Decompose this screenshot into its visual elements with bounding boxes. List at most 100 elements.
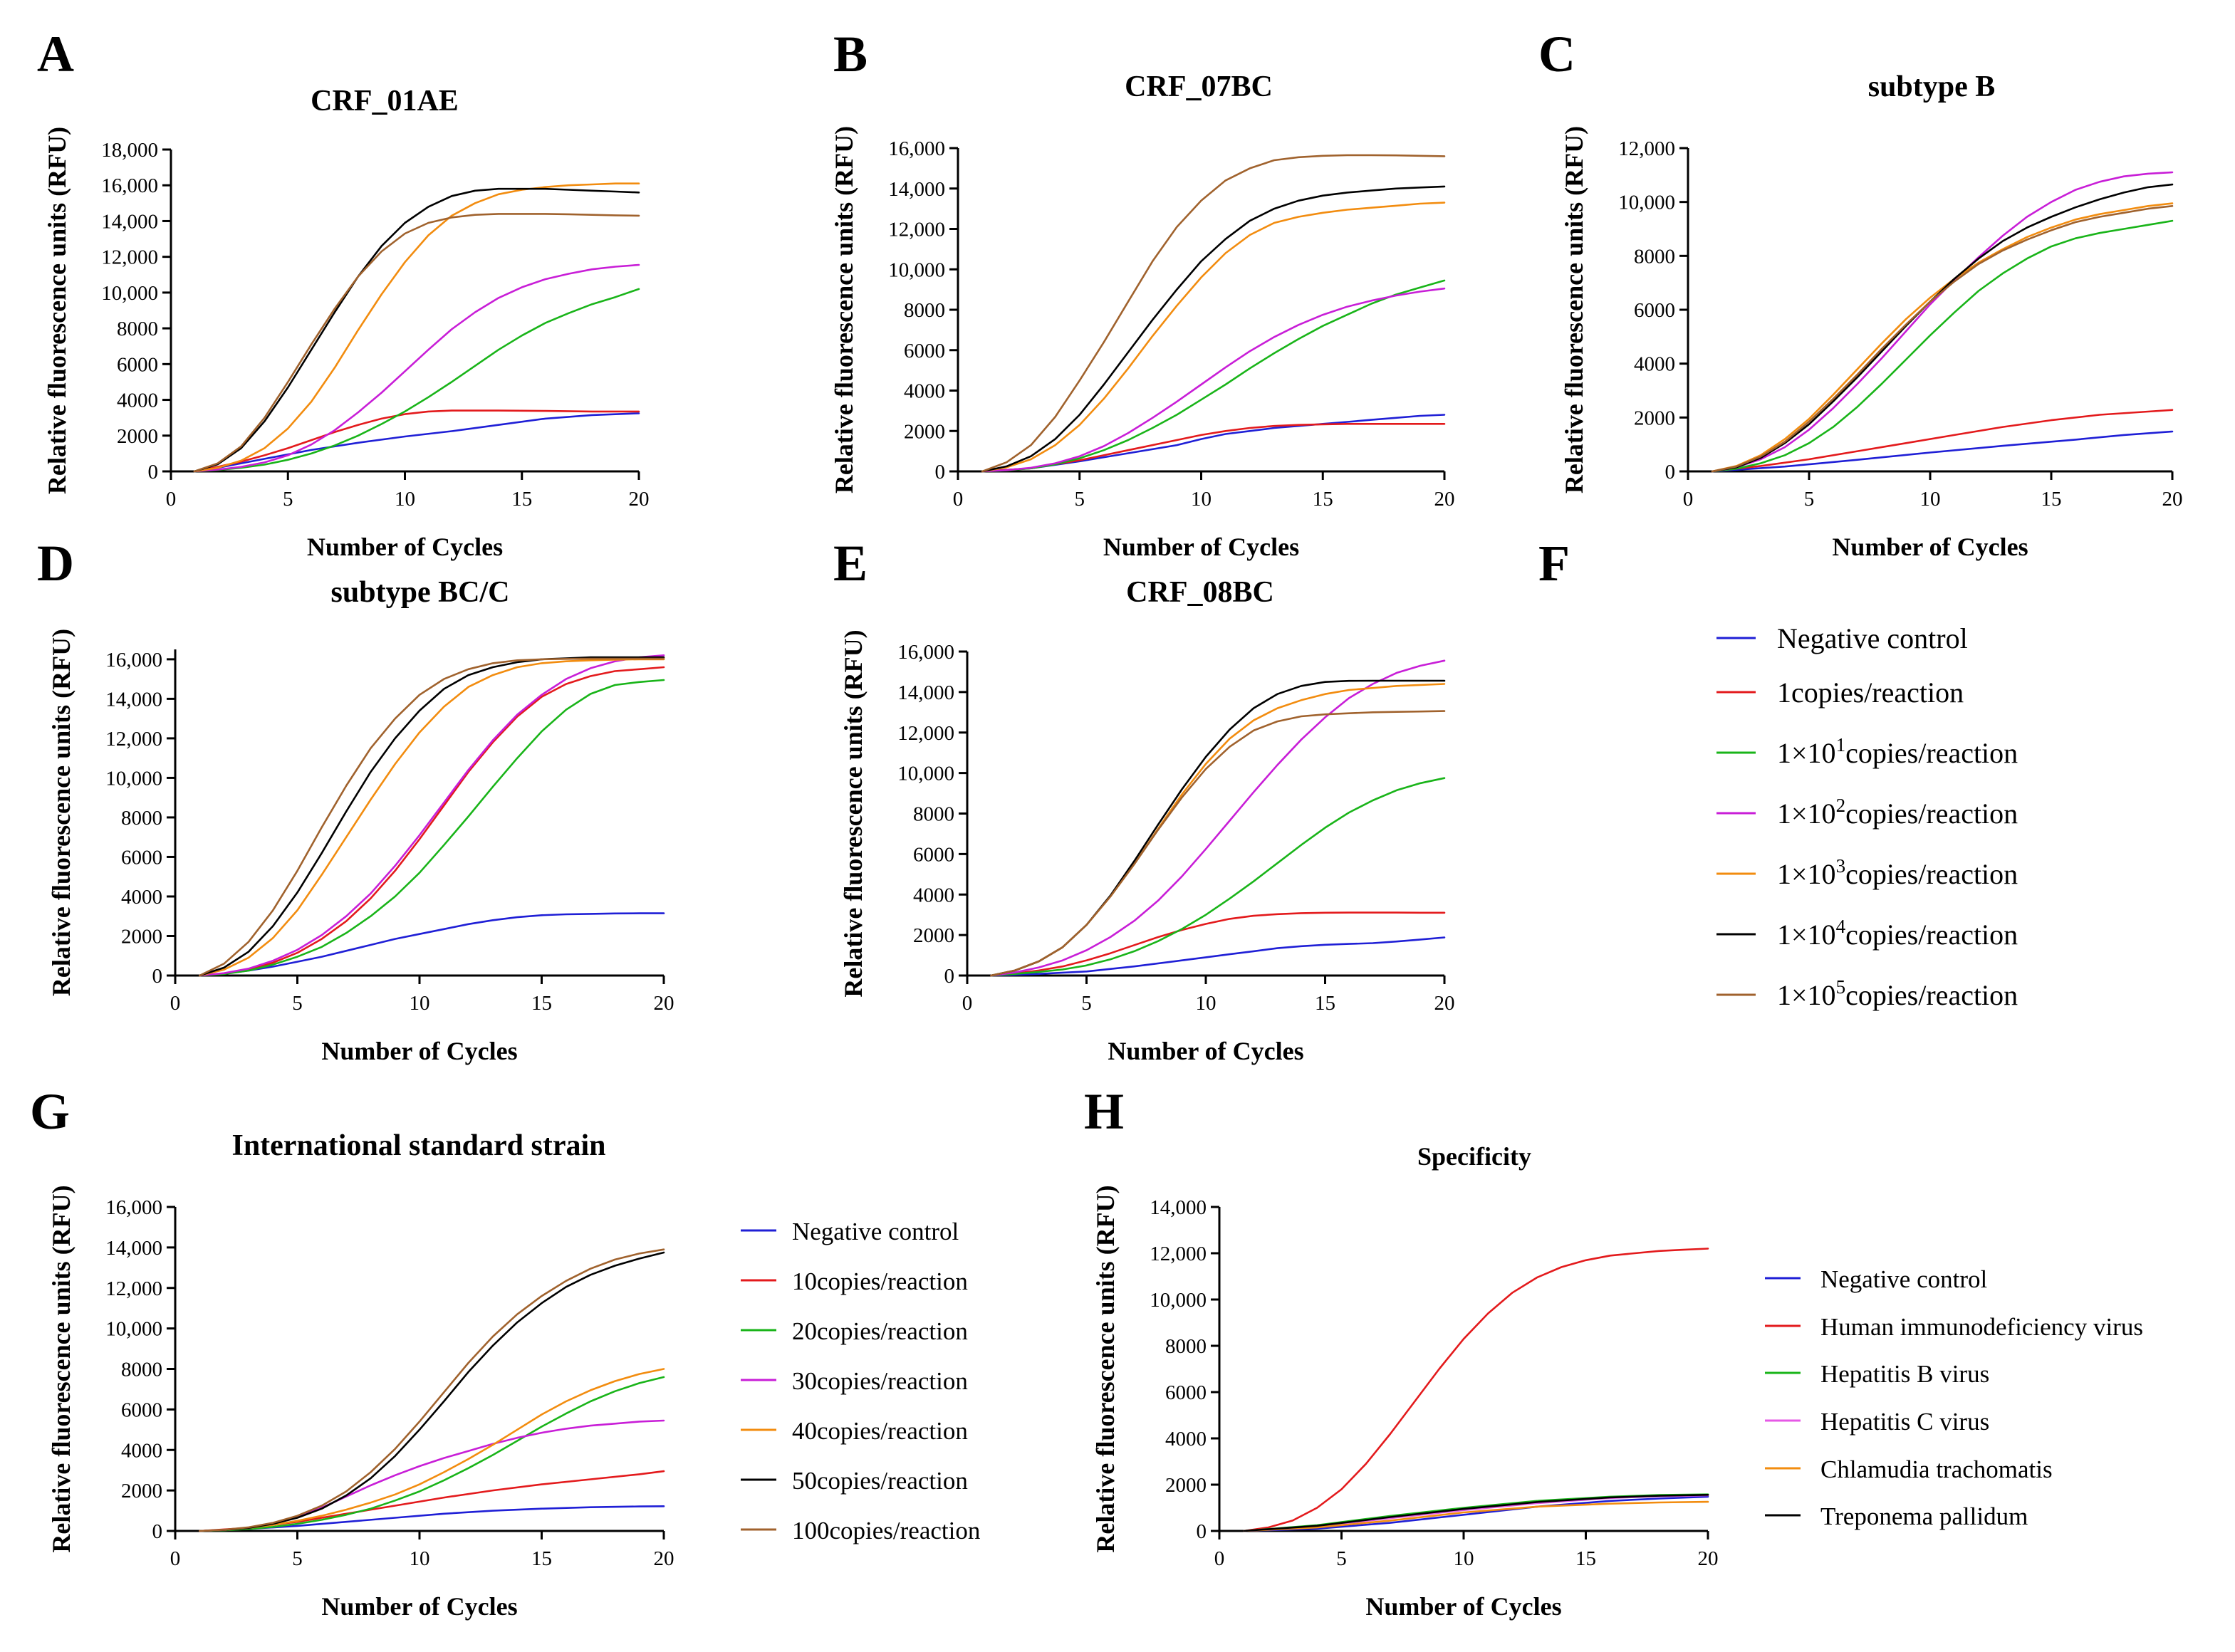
panel-letter-g: G <box>30 1083 70 1140</box>
panel-h-title: Specificity <box>1417 1142 1531 1171</box>
legend-h-label-3: Hepatitis B virus <box>1820 1360 1989 1388</box>
panel-d-series-1 <box>198 912 665 977</box>
panel-letter-f: F <box>1538 535 1570 592</box>
legend-f-label-2: 1copies/reaction <box>1777 676 1964 709</box>
panel-a-x-axis-label: Number of Cycles <box>307 533 503 561</box>
panel-letter-e: E <box>833 535 868 592</box>
panel-e-x-tick-label: 10 <box>1196 992 1217 1015</box>
panel-e-y-tick-label: 12,000 <box>897 722 954 745</box>
panel-c-y-tick-label: 8000 <box>1634 245 1675 268</box>
panel-e-plot: 0 5 10 15 20 0 2000 4000 6000 8000 10,000 12,000 14,… <box>839 629 1455 1065</box>
panel-a-y-tick-label: 2000 <box>117 425 158 448</box>
panel-e-series-4 <box>990 659 1446 977</box>
panel-g-x-axis-label: Number of Cycles <box>321 1592 517 1621</box>
panel-h-x-tick-label: 0 <box>1214 1547 1225 1570</box>
panel-a-y-axis-label: Relative fluorescence units (RFU) <box>43 127 71 494</box>
panel-d-plot: 0 5 10 15 20 0 2000 4000 6000 8000 10,000 12,000 14,… <box>47 629 674 1065</box>
panel-g-x-tick-label: 10 <box>410 1547 430 1570</box>
panel-a-y-tick-label: 16,000 <box>101 174 158 197</box>
panel-a-title: CRF_01AE <box>311 85 459 117</box>
panel-e-y-tick-label: 10,000 <box>897 763 954 785</box>
panel-d-y-tick-label: 12,000 <box>105 728 162 751</box>
panel-b-y-tick-label: 4000 <box>904 380 945 403</box>
panel-e-x-tick-label: 20 <box>1434 992 1455 1015</box>
panel-d-title: subtype BC/C <box>331 576 510 609</box>
panel-d-series-3 <box>198 679 665 977</box>
legend-h-label-2: Human immunodeficiency virus <box>1820 1313 2143 1341</box>
panel-g-x-tick-label: 20 <box>654 1547 674 1570</box>
panel-a-y-tick-label: 18,000 <box>101 139 158 162</box>
panel-c-series-1 <box>1711 430 2174 473</box>
legend-f: Negative control 1copies/reaction 1×101c… <box>1716 622 2018 1011</box>
panel-b-series-5 <box>981 202 1446 473</box>
legend-h-label-1: Negative control <box>1820 1265 1987 1293</box>
panel-a-y-tick-label: 0 <box>148 461 159 483</box>
panel-c-x-tick-label: 0 <box>1683 488 1694 511</box>
panel-h-y-tick-label: 6000 <box>1165 1381 1207 1404</box>
panel-c-y-tick-label: 12,000 <box>1618 137 1675 160</box>
panel-d-series-4 <box>198 654 665 977</box>
legend-g-label-6: 50copies/reaction <box>792 1467 968 1495</box>
panel-e-x-tick-label: 5 <box>1081 992 1092 1015</box>
panel-b-series-1 <box>981 414 1446 473</box>
panel-g-x-tick-label: 15 <box>531 1547 552 1570</box>
panel-g-series-7 <box>198 1248 665 1532</box>
panel-b-y-tick-label: 16,000 <box>888 137 945 160</box>
panel-a-x-tick-label: 5 <box>283 488 293 511</box>
legend-h-label-6: Treponema pallidum <box>1820 1502 2028 1530</box>
panel-d-x-tick-label: 15 <box>531 992 552 1015</box>
panel-h-x-tick-label: 20 <box>1698 1547 1719 1570</box>
panel-a-series-4 <box>193 263 640 473</box>
panel-d-y-tick-label: 8000 <box>121 807 162 830</box>
panel-a-x-tick-label: 10 <box>395 488 415 511</box>
panel-d-series-7 <box>198 657 665 977</box>
legend-g-label-5: 40copies/reaction <box>792 1417 968 1445</box>
panel-b-x-axis-label: Number of Cycles <box>1103 533 1299 561</box>
panel-a-series-3 <box>193 288 640 473</box>
panel-h-y-tick-label: 0 <box>1197 1520 1207 1543</box>
panel-a-x-tick-label: 15 <box>511 488 532 511</box>
panel-g-y-tick-label: 12,000 <box>105 1277 162 1300</box>
panel-h-y-tick-label: 10,000 <box>1150 1289 1207 1312</box>
panel-a-y-tick-label: 12,000 <box>101 246 158 269</box>
panel-e-y-tick-label: 14,000 <box>897 681 954 704</box>
legend-g-label-2: 10copies/reaction <box>792 1267 968 1295</box>
panel-c-x-tick-label: 10 <box>1920 488 1941 511</box>
panel-d-x-tick-label: 0 <box>170 992 181 1015</box>
panel-e-series-5 <box>990 683 1446 977</box>
panel-h-y-axis-label: Relative fluorescence units (RFU) <box>1091 1185 1120 1552</box>
panel-g-y-tick-label: 2000 <box>121 1480 162 1502</box>
panel-h-y-tick-label: 8000 <box>1165 1335 1207 1358</box>
panel-e-series-3 <box>990 777 1446 977</box>
panel-d-x-axis-label: Number of Cycles <box>321 1037 517 1065</box>
panel-e-series-7 <box>990 710 1446 977</box>
panel-letter-h: H <box>1084 1083 1124 1140</box>
legend-h: Negative control Human immunodeficiency … <box>1765 1265 2143 1530</box>
panel-d-y-tick-label: 4000 <box>121 886 162 909</box>
panel-g-title: International standard strain <box>231 1129 605 1162</box>
panel-b-y-tick-label: 10,000 <box>888 258 945 281</box>
panel-h-x-tick-label: 15 <box>1575 1547 1596 1570</box>
panel-b-series-4 <box>981 287 1446 473</box>
panel-c-y-tick-label: 2000 <box>1634 407 1675 429</box>
panel-b-y-tick-label: 6000 <box>904 340 945 362</box>
panel-e-y-tick-label: 2000 <box>913 924 954 947</box>
panel-c-series-2 <box>1711 409 2174 473</box>
panel-e-y-tick-label: 0 <box>944 965 955 988</box>
panel-g-series-2 <box>198 1470 665 1532</box>
panel-c-title: subtype B <box>1868 70 1996 103</box>
panel-d-y-axis-label: Relative fluorescence units (RFU) <box>47 629 75 996</box>
panel-g-y-tick-label: 4000 <box>121 1439 162 1462</box>
panel-h-series-6 <box>1243 1494 1709 1532</box>
panel-e-y-tick-label: 4000 <box>913 884 954 906</box>
panel-d-y-tick-label: 6000 <box>121 846 162 869</box>
panel-g-series-3 <box>198 1376 665 1532</box>
panel-a-y-tick-label: 10,000 <box>101 282 158 305</box>
panel-c-series-3 <box>1711 219 2174 473</box>
panel-b-series-6 <box>981 185 1446 473</box>
panel-letter-d: D <box>37 535 74 592</box>
panel-e-series-2 <box>990 911 1446 977</box>
panel-e-y-tick-label: 8000 <box>913 803 954 826</box>
panel-c-y-tick-label: 0 <box>1665 461 1676 483</box>
panel-c-series-4 <box>1711 171 2174 473</box>
